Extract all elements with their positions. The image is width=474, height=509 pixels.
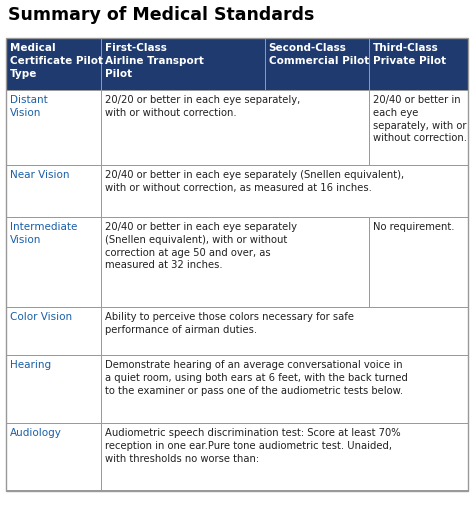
Bar (6, 165, 100, 217)
Bar (100, 217, 369, 307)
Bar (6, 38, 100, 90)
Text: Hearing: Hearing (10, 360, 51, 370)
Text: Demonstrate hearing of an average conversational voice in
a quiet room, using bo: Demonstrate hearing of an average conver… (105, 360, 408, 395)
Text: Color Vision: Color Vision (10, 312, 72, 322)
Text: Summary of Medical Standards: Summary of Medical Standards (8, 6, 314, 24)
Bar (100, 307, 468, 355)
Bar (369, 217, 468, 307)
Bar (100, 90, 369, 165)
Text: Second-Class
Commercial Pilot: Second-Class Commercial Pilot (269, 43, 369, 66)
Bar (6, 355, 100, 423)
Text: Ability to perceive those colors necessary for safe
performance of airman duties: Ability to perceive those colors necessa… (105, 312, 354, 335)
Text: 20/40 or better in
each eye
separately, with or
without correction.: 20/40 or better in each eye separately, … (373, 95, 467, 144)
Text: Intermediate
Vision: Intermediate Vision (10, 222, 77, 245)
Text: First-Class
Airline Transport
Pilot: First-Class Airline Transport Pilot (105, 43, 204, 78)
Text: 20/20 or better in each eye separately,
with or without correction.: 20/20 or better in each eye separately, … (105, 95, 300, 118)
Bar (6, 217, 100, 307)
Bar (6, 490, 468, 491)
Bar (6, 38, 468, 491)
Bar (6, 307, 100, 355)
Text: No requirement.: No requirement. (373, 222, 454, 232)
Text: Near Vision: Near Vision (10, 170, 70, 180)
Bar (100, 423, 468, 491)
Text: 20/40 or better in each eye separately (Snellen equivalent),
with or without cor: 20/40 or better in each eye separately (… (105, 170, 404, 193)
Text: Third-Class
Private Pilot: Third-Class Private Pilot (373, 43, 446, 66)
Bar (264, 38, 369, 90)
Bar (100, 165, 468, 217)
Text: Medical
Certificate Pilot
Type: Medical Certificate Pilot Type (10, 43, 103, 78)
Text: Distant
Vision: Distant Vision (10, 95, 48, 118)
Text: Audiology: Audiology (10, 428, 62, 438)
Bar (100, 355, 468, 423)
Bar (6, 423, 100, 491)
Bar (100, 38, 264, 90)
Text: 20/40 or better in each eye separately
(Snellen equivalent), with or without
cor: 20/40 or better in each eye separately (… (105, 222, 297, 270)
Bar (6, 90, 100, 165)
Bar (369, 90, 468, 165)
Bar (369, 38, 468, 90)
Text: Audiometric speech discrimination test: Score at least 70%
reception in one ear.: Audiometric speech discrimination test: … (105, 428, 401, 464)
